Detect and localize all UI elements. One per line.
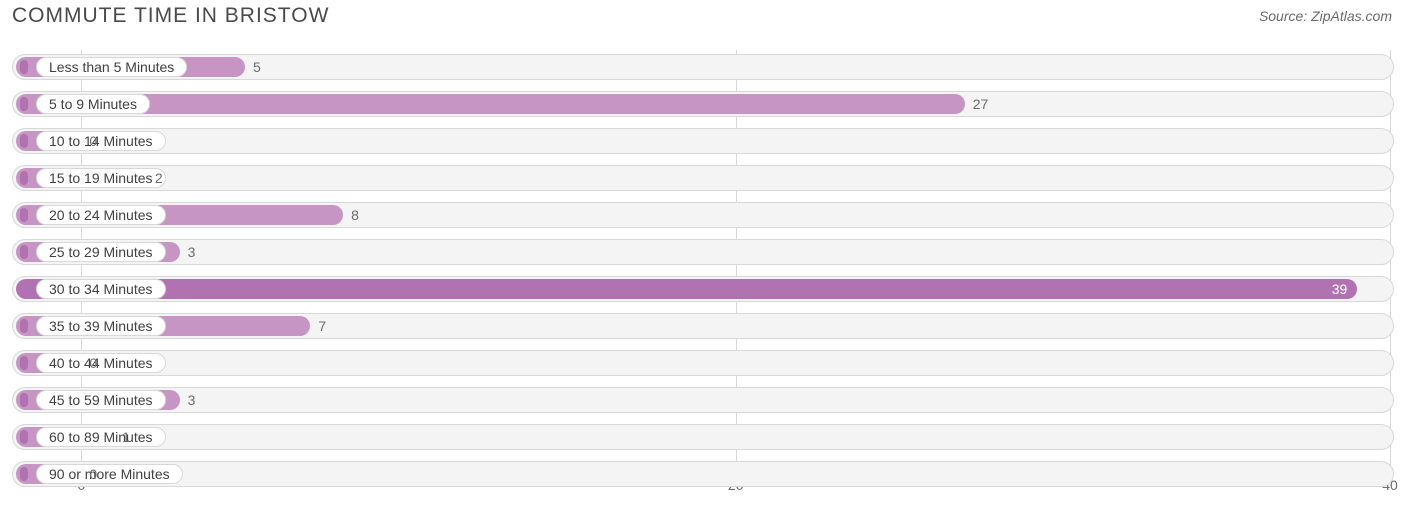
- bar-row: Less than 5 Minutes 5: [12, 50, 1394, 84]
- bar-row: 35 to 39 Minutes 7: [12, 309, 1394, 343]
- bar-value: 0: [89, 124, 97, 158]
- bar-row: 30 to 34 Minutes 39: [12, 272, 1394, 306]
- bar-track: [12, 387, 1394, 413]
- bar-row: 10 to 14 Minutes0: [12, 124, 1394, 158]
- bar-value: 3: [188, 235, 196, 269]
- bar-track: [12, 424, 1394, 450]
- bar-nub: [20, 134, 28, 148]
- bar-row: 15 to 19 Minutes2: [12, 161, 1394, 195]
- category-pill: 90 or more Minutes: [36, 464, 183, 484]
- bar-nub: [20, 356, 28, 370]
- category-pill: 35 to 39 Minutes: [36, 316, 166, 336]
- bar-nub: [20, 208, 28, 222]
- bar-row: 25 to 29 Minutes 3: [12, 235, 1394, 269]
- category-pill: 5 to 9 Minutes: [36, 94, 150, 114]
- plot-area: 02040Less than 5 Minutes55 to 9 Minutes2…: [12, 50, 1394, 495]
- bar-value: 5: [253, 50, 261, 84]
- bar-nub: [20, 171, 28, 185]
- bar-row: 60 to 89 Minutes1: [12, 420, 1394, 454]
- category-pill: 45 to 59 Minutes: [36, 390, 166, 410]
- bar-nub: [20, 319, 28, 333]
- bar-value: 0: [89, 346, 97, 380]
- source-credit: Source: ZipAtlas.com: [1259, 8, 1392, 24]
- bar-nub: [20, 60, 28, 74]
- bar-nub: [20, 393, 28, 407]
- bar-track: [12, 461, 1394, 487]
- bar-row: 40 to 44 Minutes0: [12, 346, 1394, 380]
- bar-value: 8: [351, 198, 359, 232]
- bar-nub: [20, 282, 28, 296]
- bar-row: 20 to 24 Minutes 8: [12, 198, 1394, 232]
- bar-track: [12, 128, 1394, 154]
- category-pill: 30 to 34 Minutes: [36, 279, 166, 299]
- bar-nub: [20, 245, 28, 259]
- category-pill: 40 to 44 Minutes: [36, 353, 166, 373]
- bar-nub: [20, 467, 28, 481]
- bar-value: 1: [122, 420, 130, 454]
- category-pill: 15 to 19 Minutes: [36, 168, 166, 188]
- bar-value: 2: [155, 161, 163, 195]
- category-pill: 20 to 24 Minutes: [36, 205, 166, 225]
- bar-value: 39: [1332, 272, 1348, 306]
- bar-track: [12, 165, 1394, 191]
- category-pill: 25 to 29 Minutes: [36, 242, 166, 262]
- bar-value: 27: [973, 87, 989, 121]
- bar: [16, 94, 965, 114]
- bar-nub: [20, 430, 28, 444]
- bar-row: 45 to 59 Minutes 3: [12, 383, 1394, 417]
- bar: [16, 279, 1357, 299]
- bar-value: 3: [188, 383, 196, 417]
- bar-value: 7: [318, 309, 326, 343]
- category-pill: 10 to 14 Minutes: [36, 131, 166, 151]
- chart-title: COMMUTE TIME IN BRISTOW: [12, 4, 329, 28]
- commute-time-chart: COMMUTE TIME IN BRISTOW Source: ZipAtlas…: [0, 0, 1406, 523]
- bar-row: 5 to 9 Minutes 27: [12, 87, 1394, 121]
- bar-track: [12, 239, 1394, 265]
- bar-value: 0: [89, 457, 97, 491]
- category-pill: 60 to 89 Minutes: [36, 427, 166, 447]
- category-pill: Less than 5 Minutes: [36, 57, 187, 77]
- bar-nub: [20, 97, 28, 111]
- bar-track: [12, 350, 1394, 376]
- bar-row: 90 or more Minutes0: [12, 457, 1394, 491]
